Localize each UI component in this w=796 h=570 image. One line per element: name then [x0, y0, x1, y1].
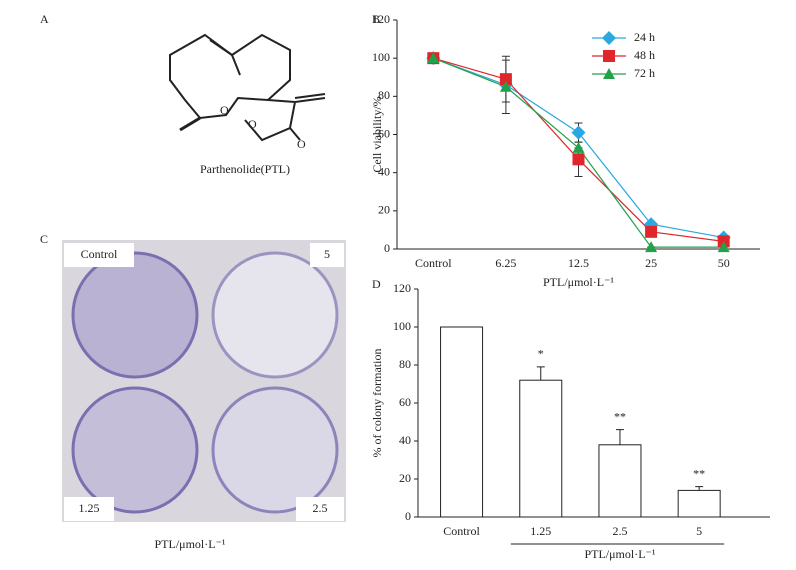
significance: *: [538, 347, 544, 361]
significance: **: [693, 466, 705, 480]
well: [71, 251, 199, 379]
x-tick-label: 5: [696, 524, 702, 538]
y-tick-label: 100: [372, 50, 390, 64]
well: [211, 251, 339, 379]
panel-label: C: [40, 232, 48, 246]
panel-label: B: [372, 12, 380, 26]
error-bar: [695, 486, 704, 491]
atom-label: O: [248, 117, 257, 131]
structure: [169, 33, 326, 142]
marker: [427, 52, 440, 64]
significance: **: [614, 409, 626, 423]
y-axis-label: % of colony formation: [370, 349, 384, 458]
caption: Parthenolide(PTL): [200, 162, 290, 176]
bar: [598, 444, 642, 518]
marker: [572, 141, 585, 153]
well-label: 5: [324, 247, 330, 261]
marker: [499, 80, 512, 92]
y-tick-label: 60: [378, 126, 390, 140]
y-tick-label: 20: [378, 203, 390, 217]
x-tick-label: 2.5: [612, 524, 627, 538]
error-bar: [536, 366, 545, 381]
well-label: 2.5: [313, 501, 328, 515]
well-label: Control: [81, 247, 118, 261]
x-tick-label: 50: [718, 256, 730, 270]
legend-label: 48 h: [634, 48, 655, 62]
y-tick-label: 80: [378, 88, 390, 102]
y-tick-label: 0: [405, 509, 411, 523]
well: [71, 386, 199, 514]
x-axis-label: PTL/μmol·L⁻¹: [584, 547, 655, 561]
y-tick-label: 120: [393, 281, 411, 295]
marker: [572, 153, 585, 166]
bar: [519, 379, 563, 518]
marker: [717, 241, 730, 253]
y-axis-label: Cell viability/%: [370, 96, 384, 172]
x-tick-label: 6.25: [495, 256, 516, 270]
well-label-box: [64, 497, 114, 521]
bar: [677, 489, 721, 518]
x-tick-label: 1.25: [530, 524, 551, 538]
x-tick-label: 25: [645, 256, 657, 270]
well-label-box: [64, 243, 134, 267]
y-tick-label: 40: [399, 433, 411, 447]
marker: [571, 125, 586, 140]
atom-label: O: [297, 137, 306, 151]
y-tick-label: 120: [372, 12, 390, 26]
well-label-box: [296, 497, 344, 521]
y-tick-label: 100: [393, 319, 411, 333]
legend-label: 24 h: [634, 30, 655, 44]
well-label-box: [310, 243, 344, 267]
panel-label: D: [372, 277, 381, 291]
marker: [499, 73, 512, 86]
error-bar: [615, 429, 624, 445]
y-tick-label: 60: [399, 395, 411, 409]
panel-label: A: [40, 12, 49, 26]
marker: [603, 68, 615, 79]
legend-label: 72 h: [634, 66, 655, 80]
marker: [645, 225, 658, 238]
well: [211, 386, 339, 514]
x-tick-label: Control: [443, 524, 480, 538]
bar: [440, 326, 484, 518]
x-axis-label: PTL/μmol·L⁻¹: [154, 537, 225, 551]
y-tick-label: 20: [399, 471, 411, 485]
y-tick-label: 80: [399, 357, 411, 371]
y-tick-label: 0: [384, 241, 390, 255]
atom-label: O: [220, 103, 229, 117]
marker: [603, 50, 615, 62]
marker: [602, 31, 616, 45]
well-label: 1.25: [79, 501, 100, 515]
x-tick-label: Control: [415, 256, 452, 270]
x-tick-label: 12.5: [568, 256, 589, 270]
y-tick-label: 40: [378, 164, 390, 178]
marker: [645, 241, 658, 253]
x-axis-label: PTL/μmol·L⁻¹: [543, 275, 614, 289]
